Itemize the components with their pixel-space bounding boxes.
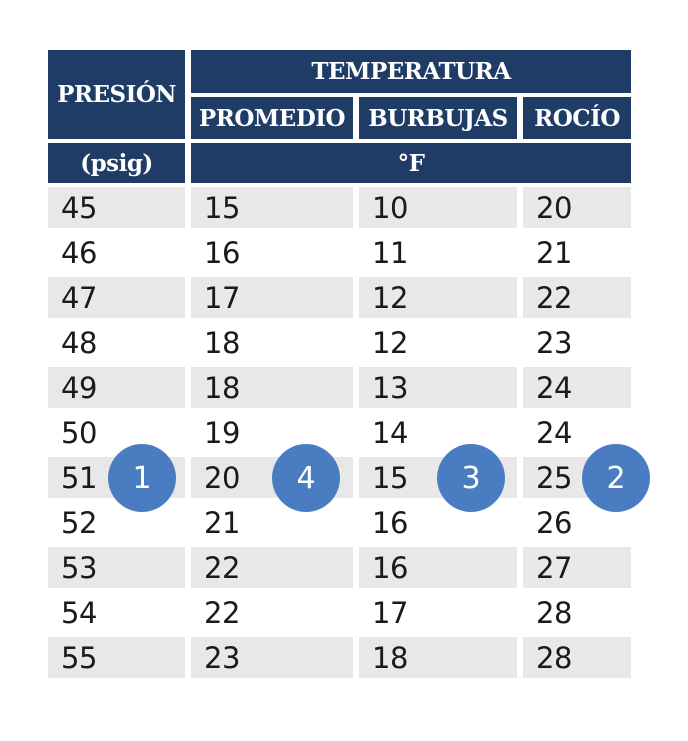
cell-promedio-f: 21 bbox=[191, 502, 353, 543]
cell-presion-psig: 54 bbox=[48, 592, 185, 633]
table-row: 48 18 12 23 bbox=[48, 322, 631, 363]
header-row-units: (psig) °F bbox=[48, 143, 631, 183]
cell-presion-psig: 50 bbox=[48, 412, 185, 453]
table-row: 55 23 18 28 bbox=[48, 637, 631, 678]
cell-promedio-f: 19 bbox=[191, 412, 353, 453]
cell-rocio-f: 27 bbox=[523, 547, 631, 588]
table-row: 49 18 13 24 bbox=[48, 367, 631, 408]
table-header: PRESIÓN TEMPERATURA PROMEDIO BURBUJAS RO… bbox=[48, 50, 631, 183]
table-row: 45 15 10 20 bbox=[48, 187, 631, 228]
cell-rocio-f: 28 bbox=[523, 592, 631, 633]
cell-burbujas-f: 17 bbox=[359, 592, 517, 633]
table-row: 53 22 16 27 bbox=[48, 547, 631, 588]
callout-marker-2[interactable]: 2 bbox=[582, 444, 650, 512]
cell-presion-psig: 48 bbox=[48, 322, 185, 363]
table-body: 45 15 10 20 46 16 11 21 47 17 12 22 48 18 12 23 49 18 13 24… bbox=[48, 187, 631, 678]
cell-burbujas-f: 13 bbox=[359, 367, 517, 408]
header-unit-fahrenheit: °F bbox=[191, 143, 631, 183]
cell-promedio-f: 23 bbox=[191, 637, 353, 678]
header-row-subcolumns: PROMEDIO BURBUJAS ROCÍO bbox=[48, 97, 631, 139]
cell-burbujas-f: 16 bbox=[359, 502, 517, 543]
header-rocio: ROCÍO bbox=[523, 97, 631, 139]
cell-rocio-f: 21 bbox=[523, 232, 631, 273]
cell-burbujas-f: 11 bbox=[359, 232, 517, 273]
header-temperatura: TEMPERATURA bbox=[191, 50, 631, 93]
cell-presion-psig: 52 bbox=[48, 502, 185, 543]
header-row-group: PRESIÓN TEMPERATURA bbox=[48, 50, 631, 139]
cell-promedio-f: 18 bbox=[191, 367, 353, 408]
cell-rocio-f: 23 bbox=[523, 322, 631, 363]
cell-rocio-f: 28 bbox=[523, 637, 631, 678]
table-row: 54 22 17 28 bbox=[48, 592, 631, 633]
header-promedio: PROMEDIO bbox=[191, 97, 353, 139]
cell-presion-psig: 53 bbox=[48, 547, 185, 588]
cell-rocio-f: 22 bbox=[523, 277, 631, 318]
cell-presion-psig: 55 bbox=[48, 637, 185, 678]
cell-burbujas-f: 10 bbox=[359, 187, 517, 228]
callout-marker-4[interactable]: 4 bbox=[272, 444, 340, 512]
cell-promedio-f: 22 bbox=[191, 592, 353, 633]
callout-marker-3[interactable]: 3 bbox=[437, 444, 505, 512]
table-row: 52 21 16 26 bbox=[48, 502, 631, 543]
table-row: 46 16 11 21 bbox=[48, 232, 631, 273]
cell-burbujas-f: 16 bbox=[359, 547, 517, 588]
cell-burbujas-f: 12 bbox=[359, 277, 517, 318]
cell-presion-psig: 46 bbox=[48, 232, 185, 273]
cell-promedio-f: 15 bbox=[191, 187, 353, 228]
cell-rocio-f: 25 bbox=[523, 457, 631, 498]
cell-presion-psig: 45 bbox=[48, 187, 185, 228]
cell-rocio-f: 20 bbox=[523, 187, 631, 228]
cell-promedio-f: 18 bbox=[191, 322, 353, 363]
cell-burbujas-f: 12 bbox=[359, 322, 517, 363]
cell-promedio-f: 16 bbox=[191, 232, 353, 273]
pressure-temperature-table: PRESIÓN TEMPERATURA PROMEDIO BURBUJAS RO… bbox=[42, 46, 637, 682]
callout-marker-1[interactable]: 1 bbox=[108, 444, 176, 512]
cell-promedio-f: 17 bbox=[191, 277, 353, 318]
cell-burbujas-f: 14 bbox=[359, 412, 517, 453]
cell-rocio-f: 24 bbox=[523, 367, 631, 408]
cell-presion-psig: 47 bbox=[48, 277, 185, 318]
header-burbujas: BURBUJAS bbox=[359, 97, 517, 139]
cell-presion-psig: 49 bbox=[48, 367, 185, 408]
header-unit-psig: (psig) bbox=[48, 143, 185, 183]
header-presion: PRESIÓN bbox=[48, 50, 185, 139]
table-row: 47 17 12 22 bbox=[48, 277, 631, 318]
cell-promedio-f: 22 bbox=[191, 547, 353, 588]
cell-burbujas-f: 18 bbox=[359, 637, 517, 678]
